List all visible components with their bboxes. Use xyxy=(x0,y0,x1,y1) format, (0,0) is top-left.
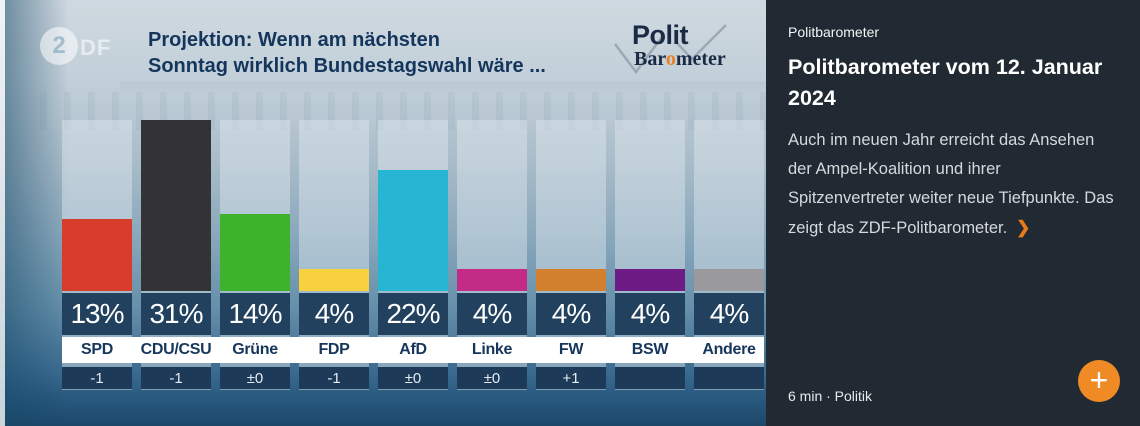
change-badge xyxy=(694,367,764,389)
party-bar xyxy=(299,269,369,291)
chevron-right-icon[interactable]: ❯ xyxy=(1016,218,1031,237)
politbarometer-logo: Polit Barometer xyxy=(612,22,744,80)
logo-orange-o: o xyxy=(665,48,676,70)
party-bar xyxy=(694,269,764,291)
change-badge: -1 xyxy=(141,367,211,389)
value-label: 31% xyxy=(141,293,211,335)
change-badge: +1 xyxy=(536,367,606,389)
reichstag-roofline xyxy=(120,82,766,92)
party-label: FW xyxy=(558,341,584,358)
party-label-band xyxy=(62,337,764,363)
logo-text-polit: Polit xyxy=(632,20,689,50)
value-label: 13% xyxy=(62,293,132,335)
bar-zone xyxy=(141,120,211,291)
change-badge: ±0 xyxy=(378,367,448,389)
bar-zone xyxy=(62,120,132,291)
bar-zone xyxy=(299,120,369,291)
change-badge: ±0 xyxy=(457,367,527,389)
politbarometer-chart-image[interactable]: 2 DF Projektion: Wenn am nächsten Sonnta… xyxy=(0,0,766,426)
teaser-kicker: Politbarometer xyxy=(788,24,880,40)
teaser-body: Auch im neuen Jahr erreicht das Ansehen … xyxy=(788,131,1114,237)
party-label: BSW xyxy=(631,341,669,358)
party-bar xyxy=(615,269,685,291)
logo-text-barometer: Barometer xyxy=(634,48,726,70)
party-bar xyxy=(457,269,527,291)
teaser-headline[interactable]: Politbarometer vom 12. Januar 2024 xyxy=(788,55,1103,110)
party-bar xyxy=(62,219,132,291)
change-badge xyxy=(615,367,685,389)
value-label: 4% xyxy=(299,293,369,335)
value-label: 22% xyxy=(378,293,448,335)
party-bar xyxy=(220,214,290,291)
party-bar xyxy=(141,120,211,291)
value-label: 4% xyxy=(536,293,606,335)
party-label: SPD xyxy=(81,341,113,358)
value-label: 14% xyxy=(220,293,290,335)
party-bar xyxy=(536,269,606,291)
bar-zone xyxy=(615,120,685,291)
value-label: 4% xyxy=(457,293,527,335)
zdf-logo-icon: 2 DF xyxy=(40,27,110,65)
checkmark-icon xyxy=(614,24,727,75)
chart-title: Projektion: Wenn am nächsten Sonntag wir… xyxy=(148,29,546,77)
party-label: CDU/CSU xyxy=(140,341,212,358)
change-badge: -1 xyxy=(299,367,369,389)
bar-zone xyxy=(378,120,448,291)
party-label: Andere xyxy=(702,341,756,358)
party-bar xyxy=(378,170,448,291)
value-label: 4% xyxy=(694,293,764,335)
zdf-logo-circle: 2 xyxy=(40,27,78,65)
chart-column: 13% -1 xyxy=(62,120,132,390)
value-label: 4% xyxy=(615,293,685,335)
teaser-panel: Politbarometer Politbarometer vom 12. Ja… xyxy=(766,0,1140,426)
left-edge-strip xyxy=(0,0,5,426)
bar-zone xyxy=(220,120,290,291)
bar-zone xyxy=(694,120,764,291)
teaser-meta: 6 min · Politik xyxy=(788,388,873,404)
add-to-list-button[interactable]: + xyxy=(1078,360,1120,402)
party-label: Grüne xyxy=(232,341,278,358)
party-label: FDP xyxy=(318,341,350,358)
bar-zone xyxy=(457,120,527,291)
change-badge: ±0 xyxy=(220,367,290,389)
party-label: Linke xyxy=(471,341,513,358)
party-label: AfD xyxy=(399,341,427,358)
change-badge: -1 xyxy=(62,367,132,389)
chart-labels: SPD CDU/CSU Grüne FDP AfD Linke FW BSW Andere xyxy=(62,337,764,363)
bar-zone xyxy=(536,120,606,291)
